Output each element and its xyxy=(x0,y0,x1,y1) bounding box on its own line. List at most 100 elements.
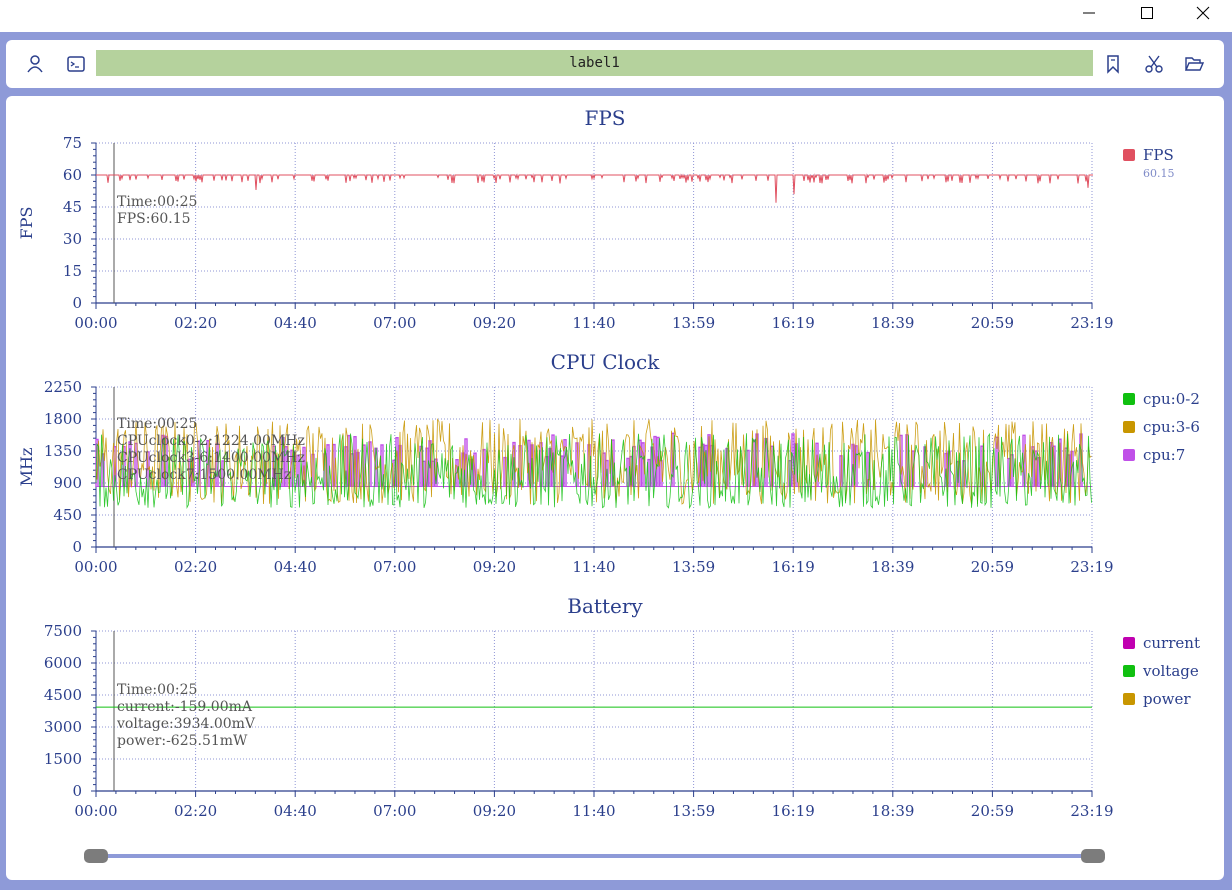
x-tick-label: 23:19 xyxy=(1070,558,1113,576)
x-tick-label: 04:40 xyxy=(274,314,317,332)
x-tick-label: 23:19 xyxy=(1070,314,1113,332)
bookmark-icon xyxy=(1107,55,1119,74)
legend-swatch xyxy=(1123,421,1135,433)
legend-label: cpu:0-2 xyxy=(1143,390,1200,408)
legend-swatch xyxy=(1123,693,1135,705)
x-tick-label: 09:20 xyxy=(473,314,516,332)
legend-label: cpu:3-6 xyxy=(1143,418,1200,436)
legend-swatch xyxy=(1123,149,1135,161)
minimize-icon xyxy=(1083,12,1095,14)
legend-label: cpu:7 xyxy=(1143,446,1185,464)
y-tick-label: 15 xyxy=(63,262,82,280)
y-tick-label: 1800 xyxy=(44,410,82,428)
x-tick-label: 20:59 xyxy=(971,558,1014,576)
x-tick-label: 18:39 xyxy=(871,558,914,576)
x-tick-label: 11:40 xyxy=(572,314,615,332)
scissors-icon xyxy=(1145,55,1163,73)
x-tick-label: 11:40 xyxy=(572,802,615,820)
x-tick-label: 00:00 xyxy=(74,558,117,576)
x-tick-label: 02:20 xyxy=(174,802,217,820)
y-tick-label: 2250 xyxy=(44,378,82,396)
x-tick-label: 04:40 xyxy=(274,558,317,576)
cpu7-series-line xyxy=(95,432,1083,487)
legend-swatch xyxy=(1123,449,1135,461)
chart-title: FPS xyxy=(584,106,625,130)
x-tick-label: 18:39 xyxy=(871,802,914,820)
tooltip-line: current:-159.00mA xyxy=(117,699,253,715)
y-tick-label: 7500 xyxy=(44,622,82,640)
minimize-button[interactable] xyxy=(1062,0,1116,26)
y-tick-label: 6000 xyxy=(44,654,82,672)
tooltip-line: CPUclock3-6:1400.00MHz xyxy=(117,450,305,466)
y-tick-label: 75 xyxy=(63,134,82,152)
y-tick-label: 4500 xyxy=(44,686,82,704)
maximize-icon xyxy=(1141,7,1153,19)
x-tick-label: 16:19 xyxy=(772,314,815,332)
tooltip-line: Time:00:25 xyxy=(117,416,197,432)
status-label: label1 xyxy=(96,50,1093,76)
tooltip-line: CPUclock0-2:1224.00MHz xyxy=(117,433,305,449)
person-icon xyxy=(27,55,43,73)
bookmark-button[interactable] xyxy=(1101,52,1125,76)
x-tick-label: 20:59 xyxy=(971,314,1014,332)
x-tick-label: 13:59 xyxy=(672,314,715,332)
x-tick-label: 09:20 xyxy=(473,802,516,820)
range-end-handle[interactable] xyxy=(1081,849,1105,863)
y-tick-label: 1350 xyxy=(44,442,82,460)
x-tick-label: 07:00 xyxy=(373,558,416,576)
tooltip-line: Time:00:25 xyxy=(117,194,197,210)
chart-title: CPU Clock xyxy=(551,350,661,374)
x-tick-label: 23:19 xyxy=(1070,802,1113,820)
x-tick-label: 07:00 xyxy=(373,314,416,332)
y-tick-label: 450 xyxy=(53,506,82,524)
x-tick-label: 18:39 xyxy=(871,314,914,332)
cpu0-2-series-line xyxy=(95,432,1092,510)
folder-open-button[interactable] xyxy=(1182,52,1206,76)
y-tick-label: 3000 xyxy=(44,718,82,736)
person-button[interactable] xyxy=(23,52,47,76)
terminal-button[interactable] xyxy=(64,52,88,76)
terminal-icon xyxy=(67,56,85,72)
y-tick-label: 0 xyxy=(72,538,82,556)
fps-series-line xyxy=(96,173,1093,203)
maximize-button[interactable] xyxy=(1120,0,1174,26)
x-tick-label: 13:59 xyxy=(672,558,715,576)
legend-swatch xyxy=(1123,637,1135,649)
legend-swatch xyxy=(1123,665,1135,677)
legend-label: current xyxy=(1143,634,1200,652)
y-tick-label: 1500 xyxy=(44,750,82,768)
tooltip-line: voltage:3934.00mV xyxy=(116,716,256,732)
x-tick-label: 00:00 xyxy=(74,802,117,820)
x-tick-label: 04:40 xyxy=(274,802,317,820)
y-tick-label: 45 xyxy=(63,198,82,216)
scissors-button[interactable] xyxy=(1142,52,1166,76)
legend-label: FPS xyxy=(1143,146,1174,164)
x-tick-label: 00:00 xyxy=(74,314,117,332)
tooltip-line: power:-625.51mW xyxy=(117,733,248,749)
y-axis-label: MHz xyxy=(17,448,36,487)
legend-label: voltage xyxy=(1142,662,1199,680)
close-button[interactable] xyxy=(1176,0,1230,26)
tooltip-line: Time:00:25 xyxy=(117,682,197,698)
chart-title: Battery xyxy=(567,594,643,618)
x-tick-label: 16:19 xyxy=(772,558,815,576)
y-axis-label: FPS xyxy=(17,207,36,240)
x-tick-label: 16:19 xyxy=(772,802,815,820)
legend-label: power xyxy=(1143,690,1191,708)
tooltip-line: FPS:60.15 xyxy=(117,211,191,227)
tooltip-line: CPUclock7:1500.00MHz xyxy=(117,467,291,483)
legend-swatch xyxy=(1123,393,1135,405)
time-range-slider[interactable] xyxy=(96,854,1096,858)
y-tick-label: 0 xyxy=(72,782,82,800)
folder-open-icon xyxy=(1184,57,1204,71)
legend-value: 60.15 xyxy=(1143,167,1175,180)
x-tick-label: 02:20 xyxy=(174,558,217,576)
x-tick-label: 09:20 xyxy=(473,558,516,576)
close-icon xyxy=(1196,6,1210,20)
y-tick-label: 60 xyxy=(63,166,82,184)
x-tick-label: 20:59 xyxy=(971,802,1014,820)
x-tick-label: 07:00 xyxy=(373,802,416,820)
x-tick-label: 13:59 xyxy=(672,802,715,820)
range-start-handle[interactable] xyxy=(84,849,108,863)
